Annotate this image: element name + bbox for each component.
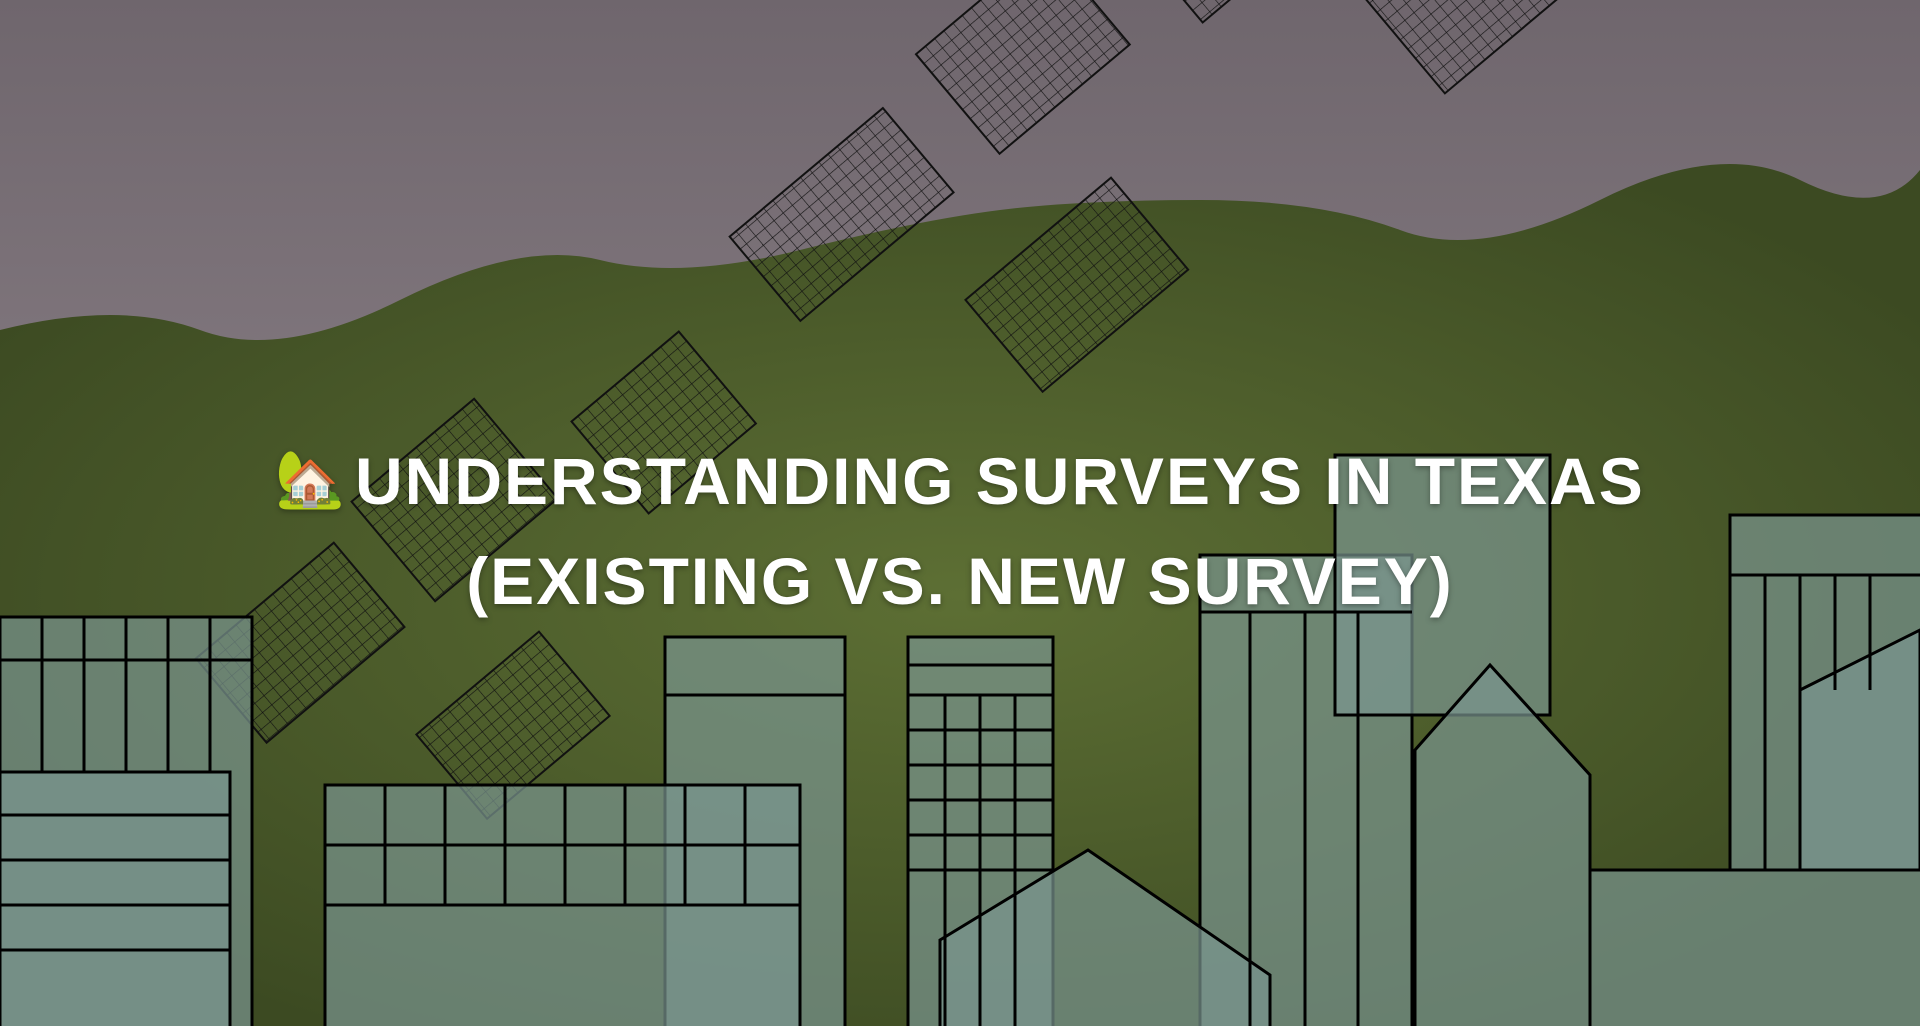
hero-title: 🏡 UNDERSTANDING SURVEYS IN TEXAS (EXISTIN… [0, 429, 1920, 631]
title-text-line-1: UNDERSTANDING SURVEYS IN TEXAS [355, 444, 1645, 519]
title-line-2: (EXISTING VS. NEW SURVEY) [466, 544, 1454, 619]
house-with-garden-icon: 🏡 [275, 447, 347, 511]
title-line-1: 🏡 UNDERSTANDING SURVEYS IN TEXAS [0, 429, 1920, 531]
